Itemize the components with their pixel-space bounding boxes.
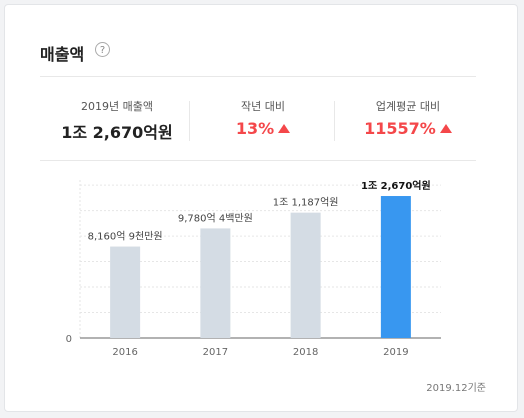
y-tick-label: 0 xyxy=(66,334,72,345)
stat-revenue-label: 2019년 매출액 xyxy=(81,100,153,113)
bar xyxy=(110,246,141,338)
divider-top xyxy=(40,76,476,77)
stat-revenue: 2019년 매출액 1조 2,670억원 xyxy=(47,98,187,143)
stat-industry-value: 11557% xyxy=(364,119,436,138)
stat-separator xyxy=(189,101,190,141)
up-arrow-icon xyxy=(278,124,291,133)
stat-yoy-label: 작년 대비 xyxy=(241,100,285,113)
help-icon[interactable]: ? xyxy=(95,42,110,57)
stat-yoy: 작년 대비 13% xyxy=(193,98,333,138)
bar-value-label: 1조 2,670억원 xyxy=(361,179,431,192)
stat-industry-value-wrap: 11557% xyxy=(338,119,478,138)
bar-value-label: 1조 1,187억원 xyxy=(273,197,339,209)
up-arrow-icon xyxy=(439,124,452,133)
stat-industry: 업계평균 대비 11557% xyxy=(338,98,478,138)
bar xyxy=(290,212,321,338)
bar xyxy=(380,196,411,338)
bar-value-label: 9,780억 4백만원 xyxy=(178,212,253,224)
x-tick-label: 2018 xyxy=(293,347,318,358)
card-title: 매출액 xyxy=(40,45,85,64)
stat-separator xyxy=(334,101,335,141)
x-tick-label: 2017 xyxy=(203,347,228,358)
bar xyxy=(200,228,231,338)
stat-revenue-value: 1조 2,670억원 xyxy=(61,123,173,142)
stat-yoy-value: 13% xyxy=(235,119,275,138)
footer-note: 2019.12기준 xyxy=(426,383,486,394)
x-tick-label: 2016 xyxy=(112,347,137,358)
x-tick-label: 2019 xyxy=(383,347,408,358)
revenue-card xyxy=(4,4,518,412)
stat-industry-label: 업계평균 대비 xyxy=(375,100,441,113)
stat-yoy-value-wrap: 13% xyxy=(193,119,333,138)
bar-value-label: 8,160억 9천만원 xyxy=(88,231,163,243)
divider-middle xyxy=(40,160,476,161)
